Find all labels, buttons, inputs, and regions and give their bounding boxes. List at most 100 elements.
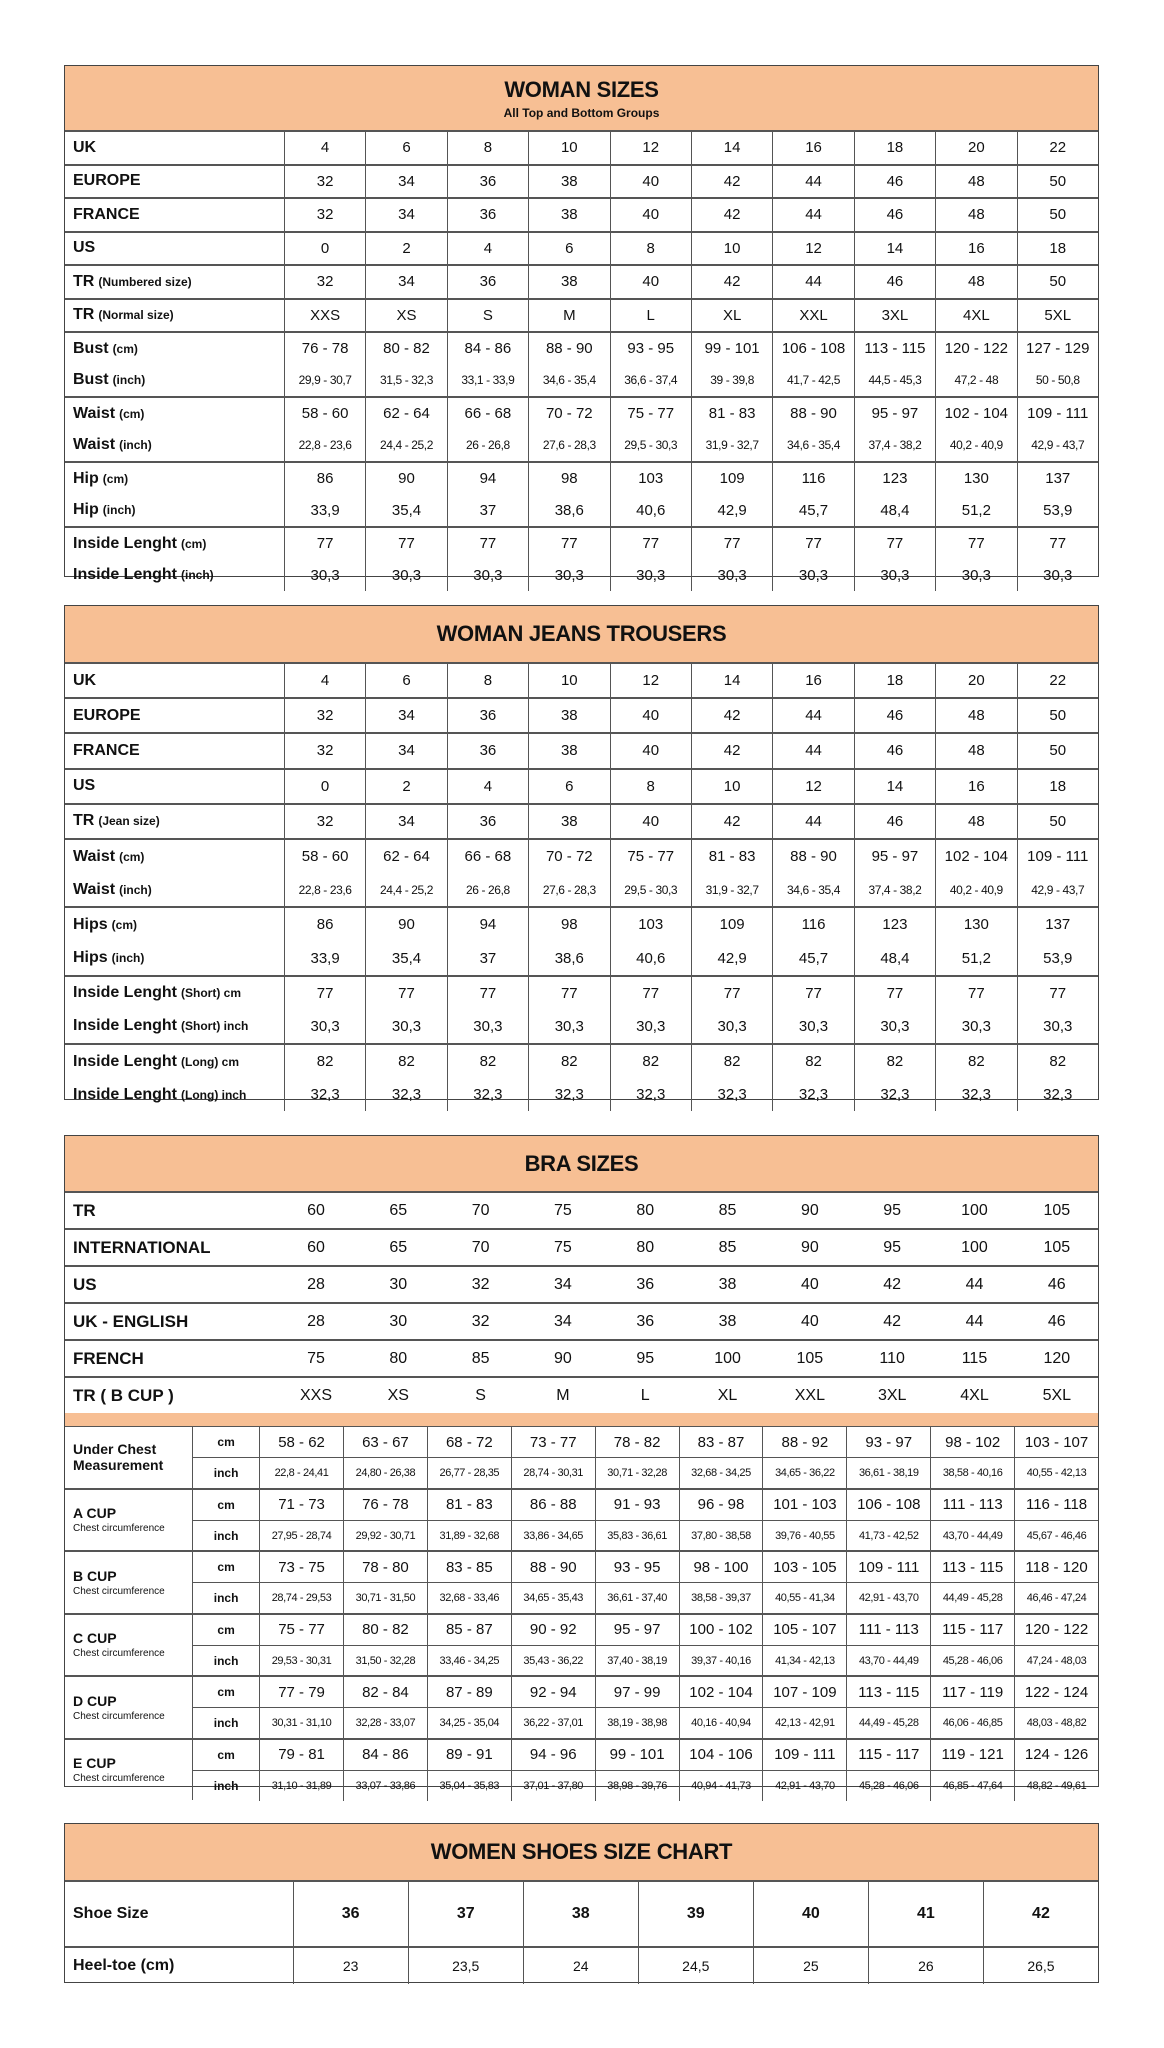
table-cell: 85 [718,1238,737,1256]
table-cell: 60 [307,1238,325,1256]
table-cell: 77 [935,528,1016,560]
row-label-text: Inside Lenght [73,1017,177,1035]
table-cell: 31,50 - 32,28 [342,1645,427,1676]
table-cell: 93 - 95 [609,333,691,365]
table-cell: 22 [1016,664,1098,698]
table-cell: 58 - 60 [283,839,365,874]
row-label: TR (Normal size) [65,300,284,332]
row-label: Inside Lenght (inch) [65,560,284,592]
cup-name: A CUP [73,1505,117,1522]
table-cell: S [475,1386,486,1404]
table-cell: 122 - 124 [1014,1677,1098,1707]
table-cell: 3XL [877,1386,907,1404]
table-cell: 32 [283,699,365,733]
row-label: Hip (cm) [65,463,284,495]
table-cell: 34 [365,266,446,298]
table-cell: 43,70 - 44,49 [846,1645,930,1676]
table-cell: 100 - 102 [678,1614,763,1645]
jeans-table: WOMAN JEANS TROUSERS UK 4 6 8 10 12 14 16 18 20 22… [64,605,1099,1112]
table-cell: 77 [772,528,853,560]
table-cell: 77 [609,528,691,560]
table-cell: 24,80 - 26,38 [342,1458,427,1488]
table-cell: 82 [528,1045,609,1079]
table-cell: 109 - 111 [846,1552,930,1582]
table-cell: 48 [935,734,1016,768]
row-label-text: US [73,777,96,795]
table-cell: 30,3 [609,559,691,591]
table-cell: 111 - 113 [846,1614,930,1645]
table-cell: 0 [283,769,365,803]
table-cell: 130 [935,463,1016,495]
table-cell: 45,7 [772,494,853,526]
table-cell: 34 [554,1275,572,1293]
table-row: INTERNATIONAL 60 65 70 75 80 85 90 95 100 105 [65,1230,1098,1267]
table-cell: 77 [853,528,935,560]
table-cell: 105 [1043,1201,1071,1219]
unit-label: cm [217,1497,235,1512]
table-cell: 40 [800,1312,819,1330]
table-cell: 39 [637,1882,753,1946]
table-cell: 103 [609,463,691,495]
row-group: FRANCE 32 34 36 38 40 42 44 46 48 50 [65,734,1098,770]
table-cell: 50 [1016,804,1098,838]
unit-label: inch [213,1466,239,1480]
row-label: TR (Jean size) [65,805,284,838]
table-cell: 50 [1016,734,1098,768]
table-cell: L [640,1386,650,1404]
table-cell: 4 [283,664,365,698]
table-cell: 98 - 100 [678,1552,763,1582]
table-cell: 84 - 86 [342,1739,427,1770]
table-cell: 80 - 82 [365,333,446,365]
table-cell: 123 [853,463,935,495]
table-cell: 77 [853,976,935,1010]
table-row: cm 77 - 79 82 - 84 87 - 89 92 - 94 97 - 99 102… [193,1677,1098,1708]
table-row: UK 4 6 8 10 12 14 16 18 20 22 [65,132,1098,164]
table-cell: 80 [636,1238,655,1256]
table-cell: 116 [772,463,853,495]
table-cell: 75 [554,1238,572,1256]
table-cell: 37 [407,1882,523,1946]
unit-label: inch [213,1528,239,1543]
table-cell: 42 [690,165,772,197]
table-cell: 33,07 - 33,86 [342,1770,427,1801]
table-row: Inside Lenght (Short) inch 30,3 30,3 30,3 30,… [65,1009,1098,1044]
table-cell: 34,25 - 35,04 [426,1708,511,1738]
row-label: Shoe Size [73,1905,149,1922]
table-cell: 103 [609,908,691,942]
table-cell: XXL [772,299,853,331]
row-label-text: Hip [73,501,99,519]
table-cell: 102 - 104 [935,398,1016,430]
table-cell: 20 [935,664,1016,698]
table-cell: 115 - 117 [930,1614,1014,1645]
row-label: FRENCH [73,1348,144,1368]
table-cell: 35,4 [365,494,446,526]
table-cell: 75 - 77 [259,1614,343,1645]
row-label: UK [65,664,284,697]
row-label: Inside Lenght (Short) inch [65,1010,284,1043]
table-cell: 79 - 81 [259,1739,343,1770]
table-cell: 46,85 - 47,64 [930,1770,1014,1801]
table-cell: 48 [935,199,1016,231]
table-cell: 32 [471,1275,490,1293]
unit-label: inch [213,1778,239,1793]
table-cell: 30,3 [609,1009,691,1044]
table-cell: 95 [636,1349,655,1367]
table-subtitle: All Top and Bottom Groups [503,105,660,120]
unit-label: cm [217,1560,235,1574]
table-row: US 0 2 4 6 8 10 12 14 16 18 [65,232,1098,264]
table-row: inch 31,10 - 31,89 33,07 - 33,86 35,04 - 35… [193,1770,1098,1801]
table-cell: 53,9 [1016,941,1098,975]
table-cell: 42,9 [690,941,772,975]
table-cell: 62 - 64 [365,398,446,430]
table-cell: 26,77 - 28,35 [426,1458,511,1488]
table-cell: 4 [446,232,528,264]
table-cell: 42 [690,699,772,733]
table-cell: 40 [752,1882,868,1946]
table-cell: M [528,299,609,331]
row-label-unit: (cm) [181,536,207,551]
table-cell: 30,3 [935,559,1016,591]
table-cell: 36,6 - 37,4 [609,364,691,396]
table-cell: 8 [609,232,691,264]
row-label-text: Hips [73,949,108,967]
table-cell: 85 [471,1349,490,1367]
